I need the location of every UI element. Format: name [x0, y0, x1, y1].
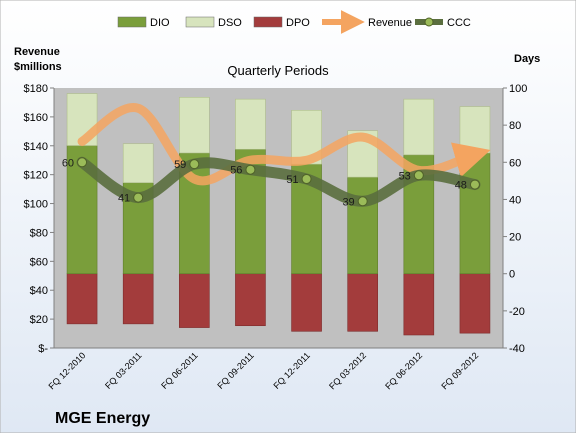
legend: DIO DSO DPO Revenue CCC	[117, 10, 471, 34]
ccc-data-label: 48	[455, 180, 467, 192]
right-tick-label: 0	[509, 269, 515, 281]
bar-dpo	[235, 273, 266, 327]
right-tick-label: 100	[509, 83, 527, 95]
bar-dpo	[403, 273, 435, 336]
ccc-data-label: 53	[399, 170, 411, 182]
bar-dso	[179, 96, 210, 154]
right-tick-label: -40	[509, 343, 525, 355]
right-tick-label: 20	[509, 232, 521, 244]
left-tick-label: $40	[30, 285, 48, 297]
right-tick-label: -20	[509, 306, 525, 318]
revenue-layer	[77, 103, 491, 186]
ccc-point	[245, 164, 256, 175]
ccc-point	[189, 159, 200, 170]
right-tick-label: 80	[509, 120, 521, 132]
legend-label: Revenue	[368, 17, 412, 29]
right-axis: -40 -20 0 20 40 60 80 100	[502, 83, 527, 355]
legend-key-ccc-marker	[424, 17, 434, 27]
legend-label: DIO	[150, 17, 170, 29]
ccc-data-label: 59	[174, 159, 186, 171]
bar-dso	[459, 106, 491, 154]
bar-layer	[66, 93, 491, 336]
left-axis-title-line-1: Revenue	[14, 46, 60, 58]
left-tick-label: $100	[24, 199, 48, 211]
bar-dio	[459, 152, 491, 275]
legend-key-dso	[185, 16, 215, 28]
left-tick-label: $140	[24, 141, 48, 153]
legend-label: CCC	[447, 17, 471, 29]
left-tick-label: $160	[24, 112, 48, 124]
bar-dso	[291, 109, 322, 165]
ccc-point	[77, 157, 88, 168]
legend-key-dio	[117, 16, 147, 28]
legend-label: DSO	[218, 17, 242, 29]
left-tick-label: $60	[30, 256, 48, 268]
ccc-data-label: 51	[286, 174, 298, 186]
ccc-point	[301, 174, 312, 184]
left-tick-label: $180	[24, 83, 48, 95]
legend-key-dpo	[253, 16, 283, 28]
ccc-data-label: 56	[230, 165, 242, 177]
left-tick-label: $20	[30, 314, 48, 326]
ccc-data-label: 60	[62, 157, 74, 169]
ccc-data-label: 41	[118, 193, 130, 205]
bar-dso	[403, 98, 435, 156]
left-axis: $- $20 $40 $60 $80 $100 $120 $140 $160 $180	[24, 83, 503, 355]
bar-dpo	[66, 273, 98, 325]
bar-dpo	[347, 273, 378, 332]
bar-dpo	[179, 273, 210, 328]
bar-dso	[122, 143, 154, 184]
right-tick-label: 60	[509, 157, 521, 169]
bar-dio	[347, 176, 378, 275]
bar-dpo	[122, 273, 154, 325]
left-tick-label: $-	[38, 343, 48, 355]
left-tick-label: $80	[30, 227, 48, 239]
bar-dpo	[291, 273, 322, 332]
revenue-line	[77, 103, 491, 186]
plot-area	[54, 88, 503, 348]
ccc-point	[133, 192, 144, 203]
ccc-point	[469, 179, 480, 190]
left-axis-title-line-2: $millions	[14, 61, 62, 73]
ccc-layer: 60 41 59 56 51 39 53 48	[62, 156, 481, 208]
ccc-data-label: 39	[342, 196, 354, 208]
ccc-point	[357, 196, 368, 207]
bar-dpo	[459, 273, 491, 334]
chart-title: Quarterly Periods	[227, 63, 329, 78]
company-name: MGE Energy	[55, 410, 150, 427]
bar-dso	[235, 98, 266, 150]
right-axis-title: Days	[514, 53, 540, 65]
legend-label: DPO	[286, 17, 310, 29]
ccc-point	[413, 170, 424, 181]
right-tick-label: 40	[509, 194, 521, 206]
left-tick-label: $120	[24, 170, 48, 182]
